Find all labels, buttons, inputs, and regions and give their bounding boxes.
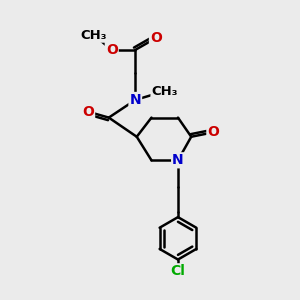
Text: N: N (172, 153, 184, 167)
Text: O: O (150, 31, 162, 45)
Text: N: N (130, 93, 141, 107)
Text: CH₃: CH₃ (152, 85, 178, 98)
Text: O: O (207, 125, 219, 139)
Text: O: O (82, 105, 94, 119)
Text: O: O (106, 43, 118, 57)
Text: CH₃: CH₃ (81, 29, 107, 42)
Text: Cl: Cl (170, 264, 185, 278)
